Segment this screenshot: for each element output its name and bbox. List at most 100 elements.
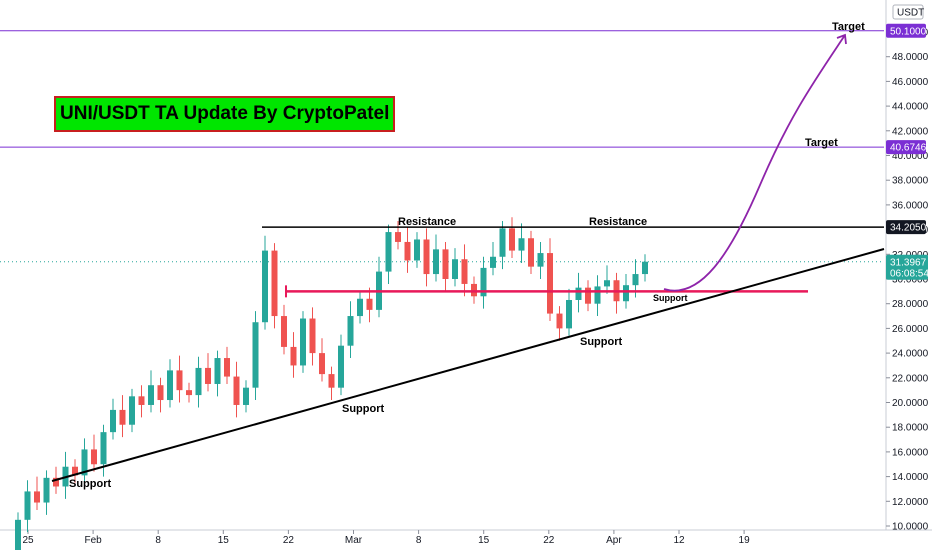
candle-body	[262, 250, 268, 323]
candle-body	[15, 519, 21, 550]
badge-target-1-box	[886, 23, 926, 38]
candle-body	[490, 256, 496, 268]
currency-label: USDT	[897, 8, 924, 19]
x-tick-label: 12	[673, 535, 685, 546]
candle-body	[537, 253, 544, 267]
candle-body	[480, 267, 487, 297]
candle-body	[24, 491, 31, 520]
candle-body	[271, 250, 278, 317]
y-tick-label: 20.0000	[892, 398, 929, 409]
candle-body	[566, 299, 572, 329]
candle-body	[433, 249, 439, 275]
x-tick-label: 8	[155, 535, 161, 546]
candle-body	[604, 280, 610, 287]
x-tick-label: 25	[22, 535, 34, 546]
candle-body	[347, 316, 354, 346]
candle-body	[547, 253, 553, 314]
candle-body	[518, 238, 525, 251]
candle-body	[575, 287, 582, 300]
x-tick-label: 19	[739, 535, 751, 546]
current-price-box	[886, 254, 928, 280]
candle-body	[129, 396, 135, 425]
candle-body	[585, 287, 591, 304]
target-label-lower: Target	[805, 137, 838, 149]
y-tick-label: 38.0000	[892, 176, 929, 187]
candle-body	[404, 241, 411, 261]
y-tick-label: 48.0000	[892, 52, 929, 63]
candle-body	[395, 232, 401, 242]
x-tick-label: 15	[478, 535, 490, 546]
candle-body	[452, 259, 458, 279]
support-label-4: Support	[653, 293, 688, 303]
y-tick-label: 12.0000	[892, 497, 929, 508]
candle-body	[138, 396, 145, 405]
support-label-2: Support	[342, 403, 384, 415]
y-tick-label: 46.0000	[892, 77, 929, 88]
candle-body	[157, 385, 164, 401]
y-tick-label: 40.0000	[892, 151, 929, 162]
candle-body	[632, 274, 639, 286]
x-tick-label: 15	[218, 535, 230, 546]
candle-body	[148, 385, 154, 405]
y-tick-label: 14.0000	[892, 472, 929, 483]
candle-body	[205, 367, 211, 384]
y-tick-label: 26.0000	[892, 324, 929, 335]
candle-body	[252, 322, 259, 388]
y-tick-label: 24.0000	[892, 349, 929, 360]
badge-resistance-text: 34.2050	[890, 223, 927, 234]
candle-body	[195, 367, 202, 396]
candle-body	[100, 432, 107, 465]
rising-trendline	[51, 248, 885, 482]
candle-body	[357, 298, 363, 317]
projection-arrowhead	[836, 33, 847, 45]
candle-body	[642, 261, 648, 275]
currency-badge-box	[892, 4, 924, 20]
candle-body	[528, 238, 534, 267]
x-tick-label: Mar	[345, 535, 363, 546]
candle-body	[72, 466, 78, 476]
y-tick-label: 22.0000	[892, 373, 929, 384]
candle-body	[442, 249, 449, 279]
badge-target-1: 50.1000	[886, 23, 927, 38]
candle-body	[423, 239, 430, 275]
currency-badge: USDT	[892, 4, 924, 20]
candle-body	[243, 387, 249, 405]
candle-body	[233, 376, 240, 405]
x-tick-label: Feb	[84, 535, 102, 546]
current-price-text: 31.3967	[890, 257, 927, 268]
candle-body	[214, 358, 221, 384]
y-tick-label: 28.0000	[892, 299, 929, 310]
candle-body	[281, 316, 287, 347]
candle-body	[309, 318, 316, 354]
candle-body	[328, 374, 335, 388]
x-tick-label: 8	[416, 535, 422, 546]
candle-body	[338, 345, 344, 388]
y-tick-label: 42.0000	[892, 126, 929, 137]
target-label-upper: Target	[832, 21, 865, 33]
y-tick-label: 10.0000	[892, 522, 929, 533]
candle-body	[167, 370, 173, 401]
candle-body	[509, 228, 515, 251]
y-tick-label: 18.0000	[892, 423, 929, 434]
support-label-1: Support	[69, 478, 111, 490]
candle-body	[110, 409, 116, 433]
x-tick-label: 22	[283, 535, 295, 546]
candle-body	[366, 298, 373, 310]
countdown-text: 06:08:54	[890, 268, 929, 279]
candle-body	[623, 285, 629, 302]
badge-resistance: 34.2050	[886, 220, 927, 235]
y-tick-label: 30.0000	[892, 275, 929, 286]
candle-body	[385, 232, 392, 272]
candle-body	[176, 370, 183, 391]
badge-resistance-box	[886, 220, 926, 235]
candles-group	[15, 217, 648, 550]
candle-body	[499, 228, 506, 257]
y-tick-label: 44.0000	[892, 102, 929, 113]
candle-body	[186, 390, 192, 396]
projection-path	[663, 34, 846, 292]
candle-body	[81, 449, 88, 476]
candle-body	[461, 259, 468, 284]
